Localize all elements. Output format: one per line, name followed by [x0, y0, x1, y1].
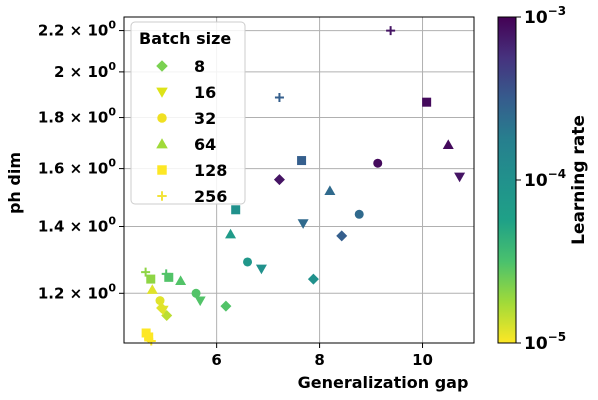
y-tick-label: 1.2 × 100	[38, 281, 116, 302]
data-point	[220, 300, 232, 312]
data-point	[354, 209, 364, 219]
legend: Batch size 8 16 32 64 128 256	[130, 21, 246, 206]
data-point	[297, 219, 309, 229]
y-tick-label: 1.8 × 100	[38, 106, 116, 127]
data-point	[442, 139, 454, 150]
data-point	[274, 93, 284, 103]
data-point	[164, 272, 174, 282]
legend-entry-label: 8	[194, 57, 205, 76]
legend-marker	[157, 165, 167, 175]
legend-title: Batch size	[139, 29, 231, 48]
data-point	[146, 284, 158, 294]
data-point	[146, 274, 156, 284]
legend-box	[130, 21, 246, 205]
data-point	[255, 264, 267, 275]
legend-entry-label: 64	[194, 135, 216, 154]
y-tick-label: 2.2 × 100	[38, 19, 116, 40]
data-point	[155, 296, 165, 306]
colorbar-gradient	[497, 16, 517, 344]
legend-marker	[157, 191, 167, 201]
x-tick-label: 8	[314, 351, 324, 369]
data-point	[336, 230, 348, 242]
data-point	[141, 267, 151, 277]
data-point	[175, 275, 187, 285]
x-tick-label: 10	[412, 351, 433, 369]
x-axis-label: Generalization gap	[298, 373, 469, 392]
y-tick-label: 2 × 100	[54, 60, 116, 81]
y-tick-label: 1.4 × 100	[38, 214, 116, 235]
legend-marker	[156, 138, 168, 149]
data-point	[146, 336, 156, 346]
data-point	[194, 296, 206, 307]
data-point	[161, 269, 171, 279]
colorbar-tick-label: 10−5	[524, 330, 566, 354]
legend-entry-label: 32	[194, 109, 216, 128]
data-point	[225, 228, 237, 239]
data-point	[454, 172, 466, 183]
y-axis-label: ph dim	[5, 152, 24, 214]
data-point	[297, 156, 307, 166]
data-points	[141, 26, 466, 346]
legend-entry-label: 16	[194, 83, 216, 102]
data-point	[324, 185, 336, 195]
legend-entry-label: 128	[194, 161, 227, 180]
legend-marker	[157, 113, 167, 123]
legend-entry-label: 256	[194, 187, 227, 206]
data-point	[243, 257, 253, 267]
y-tick-label: 1.6 × 100	[38, 157, 116, 178]
data-point	[231, 205, 241, 215]
legend-marker	[156, 60, 168, 72]
data-point	[386, 26, 396, 36]
colorbar-label: Learning rate	[569, 115, 589, 245]
data-point	[157, 305, 169, 316]
colorbar: 10−3 10−4 10−5 Learning rate	[497, 4, 589, 354]
y-axis-ticks: 1.2 × 100 1.4 × 100 1.6 × 100 1.8 × 100 2 × …	[38, 19, 124, 302]
data-point	[422, 97, 432, 107]
x-axis-ticks: 6 8 10	[211, 343, 433, 369]
plot-frame	[123, 16, 475, 344]
data-point	[373, 158, 383, 168]
x-tick-label: 6	[211, 351, 221, 369]
colorbar-tick-label: 10−3	[524, 4, 566, 28]
colorbar-tick-label: 10−4	[524, 167, 566, 191]
data-point	[307, 273, 319, 285]
legend-marker	[156, 87, 168, 98]
data-point	[191, 288, 201, 298]
data-point	[273, 174, 285, 186]
